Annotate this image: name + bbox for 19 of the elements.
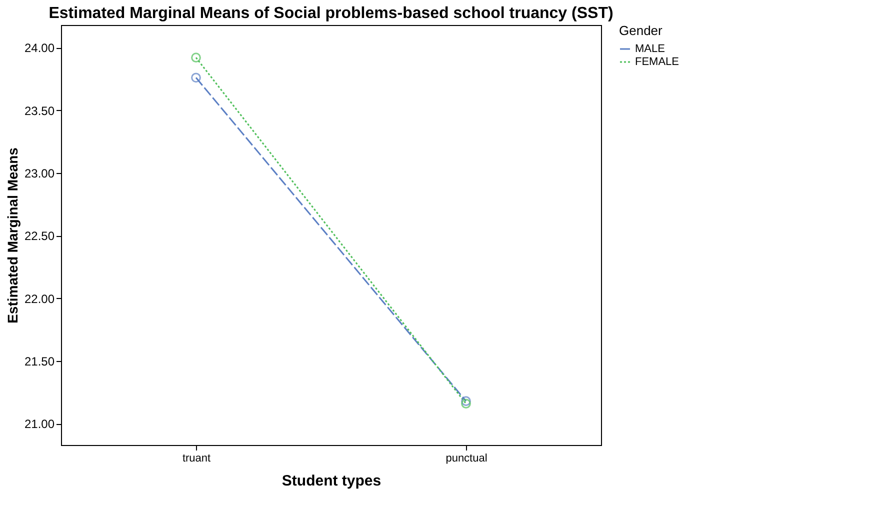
x-axis-title: Student types	[282, 472, 382, 490]
legend-title: Gender	[619, 23, 664, 38]
legend-label: FEMALE	[635, 56, 680, 68]
point	[191, 52, 201, 63]
y-axis-title: Estimated Marginal Means	[4, 147, 20, 324]
y-tick-label: 23.00	[24, 166, 55, 180]
y-tick-label: 22.00	[24, 292, 55, 306]
y-tick-label: 22.50	[24, 229, 55, 244]
x-tick-label: truant	[182, 452, 211, 464]
chart-title: Estimated Marginal Means of Social problems-based school truancy (SST)	[48, 5, 614, 22]
y-tick-label: 23.50	[24, 104, 55, 118]
point	[191, 72, 201, 83]
point	[461, 396, 471, 406]
x-tick-label: punctual	[446, 452, 488, 464]
legend-label: MALE	[635, 43, 665, 55]
y-tick-label: 24.00	[24, 41, 55, 56]
y-tick-label: 21.00	[24, 417, 55, 432]
point	[461, 398, 471, 409]
y-tick-label: 21.50	[24, 354, 55, 368]
